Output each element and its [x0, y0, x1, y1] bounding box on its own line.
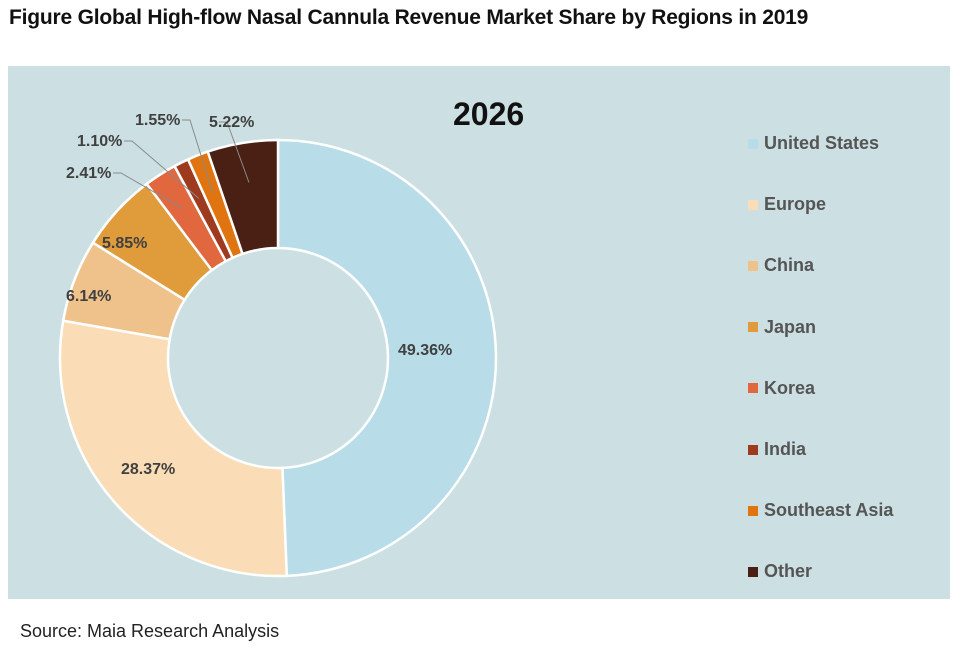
legend-label: Southeast Asia [764, 500, 894, 521]
legend-item-japan: Japan [748, 297, 893, 358]
source-note: Source: Maia Research Analysis [20, 621, 280, 641]
legend-item-southeast-asia: Southeast Asia [748, 480, 893, 541]
slice-united-states [276, 138, 498, 578]
legend-label: Korea [764, 377, 816, 398]
legend-label: Other [764, 561, 813, 582]
legend-label: China [764, 255, 815, 276]
legend-swatch-southeast-asia [748, 505, 758, 516]
legend-item-india: India [748, 419, 893, 480]
legend-swatch-united-states [748, 138, 758, 149]
legend: United States Europe China Japan Korea India S… [748, 113, 893, 603]
data-label-europe: 28.37% [121, 461, 175, 478]
legend-item-europe: Europe [748, 174, 893, 235]
legend-item-other: Other [748, 541, 893, 602]
data-label-japan: 5.85% [102, 235, 147, 252]
data-label-china: 6.14% [66, 288, 111, 305]
legend-item-united-states: United States [748, 113, 893, 174]
legend-item-china: China [748, 235, 893, 296]
slice-europe [58, 319, 289, 578]
chart-title: 2026 [453, 96, 525, 132]
data-label-southeast-asia: 1.55% [135, 112, 180, 129]
legend-label: Europe [764, 194, 827, 215]
legend-label: India [764, 439, 807, 460]
leader-line-india [124, 140, 200, 199]
legend-swatch-other [748, 566, 758, 577]
data-label-other: 5.22% [209, 114, 254, 131]
leader-line-korea [113, 172, 183, 209]
legend-label: United States [764, 133, 880, 154]
chart-area: 49.36% 28.37% 6.14% 5.85% 2.41% 1.10% 1.55% 5.2… [8, 66, 950, 599]
data-label-korea: 2.41% [66, 165, 111, 182]
data-label-united-states: 49.36% [398, 342, 452, 359]
leader-line-southeast-asia [182, 119, 214, 193]
donut-chart: 49.36% 28.37% 6.14% 5.85% 2.41% 1.10% 1.55% 5.2… [58, 112, 498, 578]
slice-other [206, 138, 280, 256]
data-label-india: 1.10% [77, 133, 122, 150]
legend-label: Japan [764, 316, 817, 337]
legend-swatch-china [748, 260, 758, 271]
legend-swatch-europe [748, 199, 758, 210]
figure-title: Figure Global High-flow Nasal Cannula Re… [9, 6, 809, 29]
leader-line-other [219, 121, 250, 183]
legend-swatch-korea [748, 383, 758, 394]
legend-item-korea: Korea [748, 358, 893, 419]
legend-swatch-japan [748, 322, 758, 333]
legend-swatch-india [748, 444, 758, 455]
